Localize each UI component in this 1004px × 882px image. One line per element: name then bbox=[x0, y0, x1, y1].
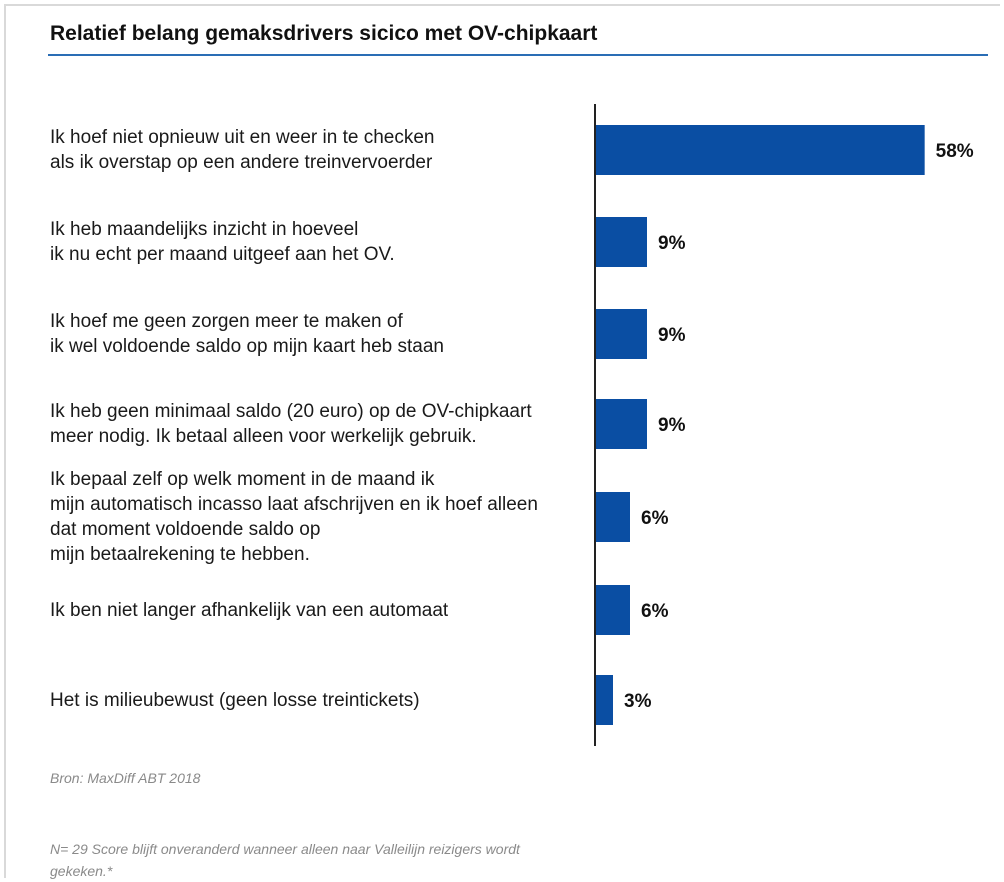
bar-4 bbox=[596, 399, 647, 449]
sample-note: N= 29 Score blijft onveranderd wanneer a… bbox=[50, 841, 520, 879]
value-label-5: 6% bbox=[641, 508, 669, 529]
bar-1 bbox=[596, 125, 925, 175]
value-label-7: 3% bbox=[624, 691, 652, 712]
category-label-4: Ik heb geen minimaal saldo (20 euro) op … bbox=[50, 401, 532, 447]
category-label-1: Ik hoef niet opnieuw uit en weer in te c… bbox=[50, 127, 435, 173]
value-label-2: 9% bbox=[658, 233, 686, 254]
category-label-7: Het is milieubewust (geen losse treintic… bbox=[50, 689, 420, 711]
category-label-3: Ik hoef me geen zorgen meer te maken of … bbox=[50, 311, 444, 357]
category-label-6: Ik ben niet langer afhankelijk van een a… bbox=[50, 599, 449, 621]
value-label-4: 9% bbox=[658, 415, 686, 436]
value-label-6: 6% bbox=[641, 601, 669, 622]
chart-title: Relatief belang gemaksdrivers sicico met… bbox=[50, 22, 598, 45]
value-label-1: 58% bbox=[936, 141, 974, 162]
category-label-5: Ik bepaal zelf op welk moment in de maan… bbox=[50, 469, 538, 565]
bar-2 bbox=[596, 217, 647, 267]
title-underline bbox=[48, 54, 988, 56]
bar-7 bbox=[596, 675, 613, 725]
value-label-3: 9% bbox=[658, 325, 686, 346]
category-label-2: Ik heb maandelijks inzicht in hoeveel ik… bbox=[50, 219, 395, 265]
source-note: Bron: MaxDiff ABT 2018 bbox=[50, 770, 201, 786]
bar-6 bbox=[596, 585, 630, 635]
chart-frame bbox=[4, 4, 1000, 878]
bar-5 bbox=[596, 492, 630, 542]
bar-3 bbox=[596, 309, 647, 359]
